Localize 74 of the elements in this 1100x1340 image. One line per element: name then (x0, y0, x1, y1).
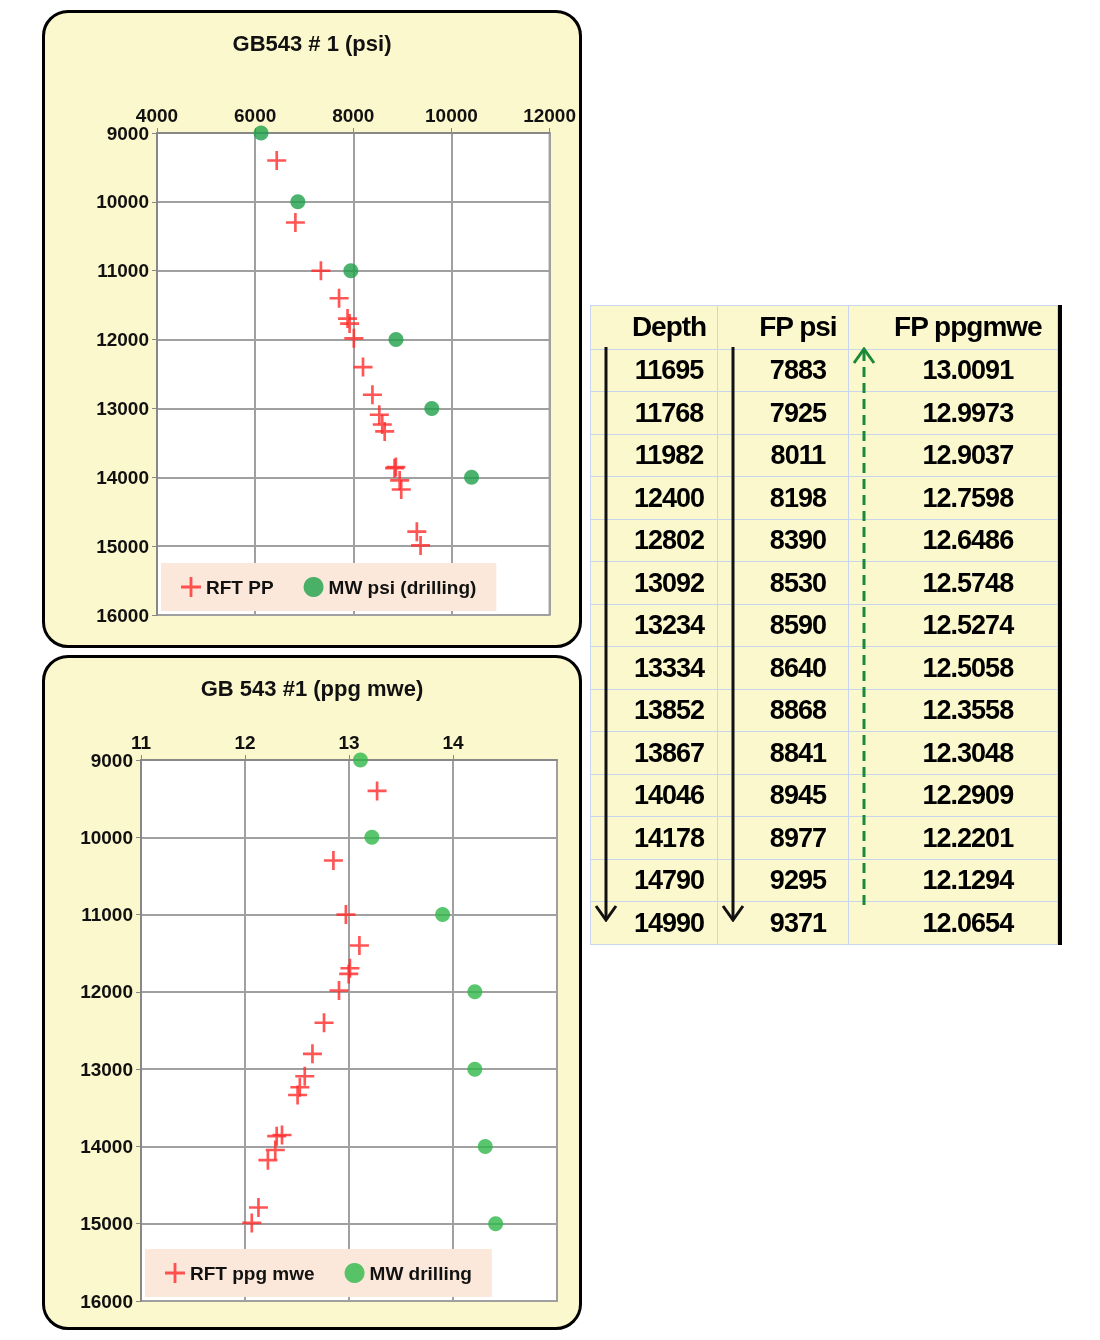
y-tick-label: 10000 (80, 826, 133, 848)
text: 11695 (634, 355, 704, 386)
text: 12.2201 (922, 822, 1014, 853)
y-tick-label: 15000 (96, 535, 149, 557)
text: 13234 (633, 610, 705, 641)
text: 13867 (633, 737, 705, 768)
text: 12.1294 (922, 865, 1014, 896)
y-tick-label: 13000 (80, 1058, 133, 1080)
text: 14790 (633, 865, 705, 896)
text: 13.0091 (922, 355, 1014, 386)
y-tick-label: 16000 (96, 604, 149, 626)
text: 14990 (633, 907, 705, 938)
y-tick-label: 9000 (90, 749, 133, 771)
text: 12400 (633, 482, 705, 513)
y-tick-label: 11000 (81, 904, 133, 926)
x-tick-label: 11 (130, 732, 152, 753)
x-tick-label: 8000 (332, 105, 375, 126)
x-tick-label: 13 (338, 732, 360, 753)
text: 12.0654 (922, 907, 1014, 938)
text: 11768 (634, 397, 704, 428)
text: 8841 (769, 737, 826, 768)
text: 8530 (769, 567, 826, 598)
text: 11982 (634, 440, 704, 471)
text: 13334 (633, 652, 705, 683)
y-tick-label: 13000 (96, 397, 149, 419)
text: 12.5748 (922, 567, 1014, 598)
legend-label: RFT PP (206, 576, 274, 598)
text: 12802 (633, 525, 705, 556)
text: 14046 (633, 780, 705, 811)
text: 8640 (769, 652, 826, 683)
text: 12.9973 (922, 397, 1014, 428)
text: 12.3048 (922, 737, 1014, 768)
text: 12.3558 (922, 695, 1014, 726)
text: 8590 (769, 610, 826, 641)
y-tick-label: 10000 (96, 191, 149, 213)
text: 8868 (769, 695, 826, 726)
y-tick-label: 12000 (96, 329, 149, 351)
y-tick-label: 12000 (80, 981, 133, 1003)
text: 7883 (769, 355, 826, 386)
legend-label: MW psi (drilling) (328, 576, 477, 598)
category-label: FP ppgmwe (848, 305, 1058, 350)
x-tick-label: 12 (234, 732, 256, 753)
text: 9371 (769, 907, 826, 938)
text: 12.2909 (922, 780, 1014, 811)
text: 13852 (633, 695, 705, 726)
legend-label: RFT ppg mwe (190, 1262, 315, 1284)
text: 8390 (769, 525, 826, 556)
text: 12.7598 (922, 482, 1014, 513)
x-tick-label: 14 (442, 732, 464, 753)
legend-label: MW drilling (369, 1262, 472, 1284)
text: 8011 (770, 440, 826, 471)
x-tick-label: 12000 (523, 105, 576, 126)
category-label: FP psi (717, 305, 849, 350)
y-tick-label: 15000 (80, 1213, 133, 1235)
text: 7925 (769, 397, 826, 428)
y-tick-label: 14000 (96, 466, 149, 488)
text: 14178 (633, 822, 705, 853)
y-tick-label: 16000 (80, 1290, 133, 1312)
chart-title: GB 543 #1 (ppg mwe) (200, 675, 424, 701)
text: 12.6486 (922, 525, 1014, 556)
text: 9295 (769, 865, 826, 896)
x-tick-label: 10000 (425, 105, 478, 126)
text: 12.5274 (922, 610, 1014, 641)
text: 8945 (769, 780, 826, 811)
category-label: Depth (590, 305, 718, 350)
x-tick-label: 6000 (234, 105, 277, 126)
text: 8977 (769, 822, 826, 853)
text: 8198 (769, 482, 826, 513)
y-tick-label: 14000 (80, 1135, 133, 1157)
text: 13092 (633, 567, 705, 598)
text: 12.5058 (922, 652, 1014, 683)
y-tick-label: 11000 (97, 260, 149, 282)
text: 12.9037 (922, 440, 1014, 471)
chart-title: GB543 # 1 (psi) (232, 30, 392, 56)
